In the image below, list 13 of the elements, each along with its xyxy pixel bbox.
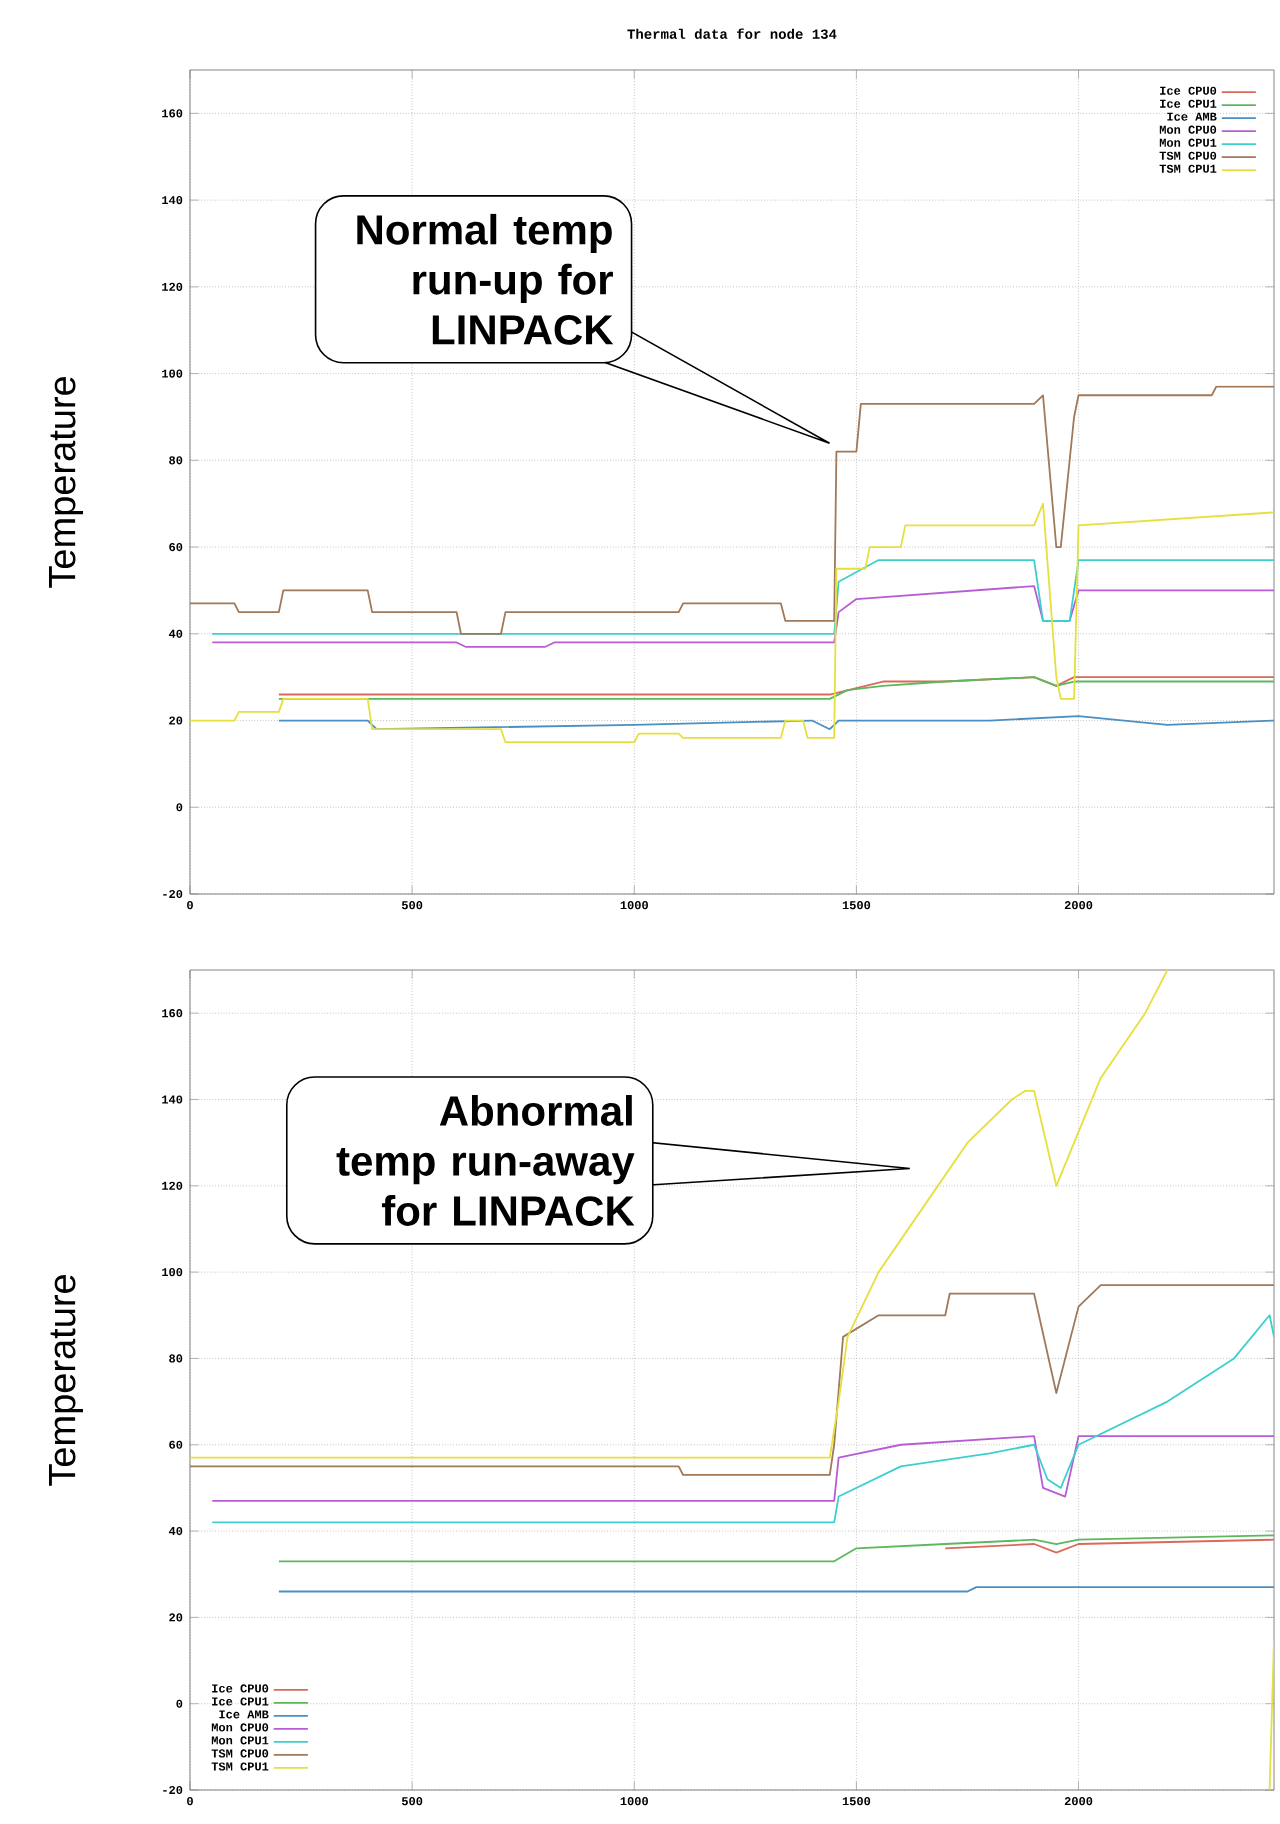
line-series <box>211 1314 1275 1524</box>
annotation: Normal temp run-up for LINPACK <box>357 213 614 345</box>
line-series <box>190 1284 1275 1476</box>
line-series <box>944 1538 1275 1554</box>
annotation: Abnormal temp run-away for LINPACK <box>336 1095 635 1226</box>
line-series <box>211 559 1275 635</box>
y-axis-title: Temperature <box>49 1275 83 1486</box>
y-axis-title: Temperature <box>49 377 83 588</box>
line-series <box>277 1534 1275 1563</box>
line-series <box>211 1435 1275 1502</box>
line-series <box>211 585 1275 648</box>
line-series <box>190 502 1275 744</box>
line-series <box>190 385 1275 635</box>
